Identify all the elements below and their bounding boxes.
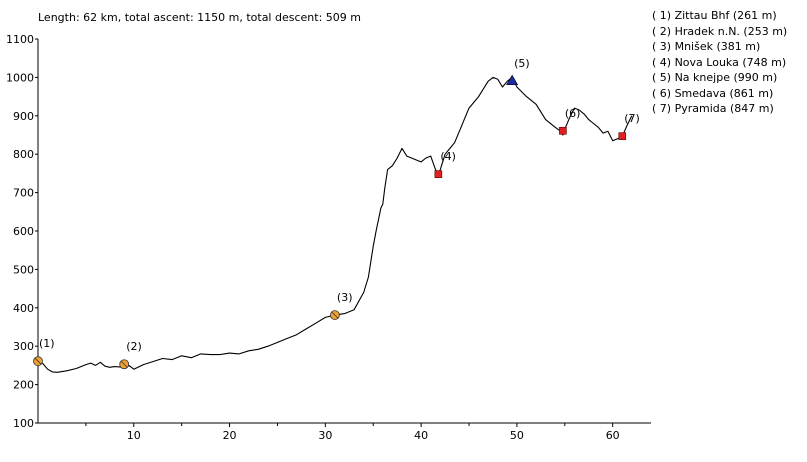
x-tick-label: 50 (510, 429, 524, 442)
axes: 100 200 300 400 500 600 700 800 900 1000 1100 10 20 3… (6, 33, 651, 442)
y-tick-label: 1100 (6, 33, 34, 46)
y-tick-label: 900 (13, 110, 34, 123)
x-tick-label: 60 (606, 429, 620, 442)
waypoint-marker-7 (618, 132, 627, 140)
waypoint-marker-6 (559, 126, 567, 135)
x-tick-label: 20 (223, 429, 237, 442)
legend-item-5: ( 5) Na knejpe (990 m) (652, 71, 778, 84)
waypoint-legend: ( 1) Zittau Bhf (261 m) ( 2) Hradek n.N.… (652, 8, 787, 117)
waypoint-label-5: (5) (514, 57, 530, 70)
waypoint-marker-slash-3 (331, 311, 339, 319)
waypoint-marker-5 (506, 74, 519, 86)
x-tick-label: 10 (127, 429, 141, 442)
legend-item-6: ( 6) Smedava (861 m) (652, 86, 774, 100)
elevation-profile-line (37, 76, 633, 373)
markers: (1) (2) (3) (4) (5) (6) (7) (33, 57, 640, 370)
waypoint-marker-4 (434, 170, 443, 178)
legend-item-7: ( 7) Pyramida (847 m) (652, 102, 774, 115)
y-tick-label: 100 (13, 417, 34, 430)
y-tick-label: 400 (13, 302, 34, 315)
waypoint-label-3: (3) (337, 291, 353, 304)
y-tick-label: 1000 (6, 71, 34, 84)
waypoint-marker-slash-1 (34, 357, 42, 365)
x-tick-label: 40 (414, 429, 428, 442)
y-tick-label: 800 (13, 148, 34, 161)
y-tick-label: 500 (13, 263, 34, 276)
waypoint-label-6: (6) (565, 107, 581, 120)
waypoint-label-1: (1) (39, 337, 55, 350)
y-tick-label: 300 (13, 340, 34, 353)
waypoint-label-4: (4) (440, 150, 456, 163)
waypoint-label-7: (7) (624, 112, 640, 125)
legend-item-1: ( 1) Zittau Bhf (261 m) (652, 9, 777, 22)
waypoint-marker-slash-2 (120, 360, 128, 368)
y-tick-label: 200 (13, 379, 34, 392)
waypoint-label-2: (2) (126, 340, 142, 353)
x-tick-label: 30 (318, 429, 332, 442)
profile-layer (37, 76, 633, 373)
y-tick-label: 700 (13, 187, 34, 200)
y-tick-label: 600 (13, 225, 34, 238)
legend-item-3: ( 3) Mnišek (381 m) (652, 40, 761, 53)
legend-item-2: ( 2) Hradek n.N. (253 m) (652, 24, 788, 38)
route-summary: Length: 62 km, total ascent: 1150 m, tot… (38, 11, 361, 24)
legend-item-4: ( 4) Nova Louka (748 m) (652, 55, 787, 69)
